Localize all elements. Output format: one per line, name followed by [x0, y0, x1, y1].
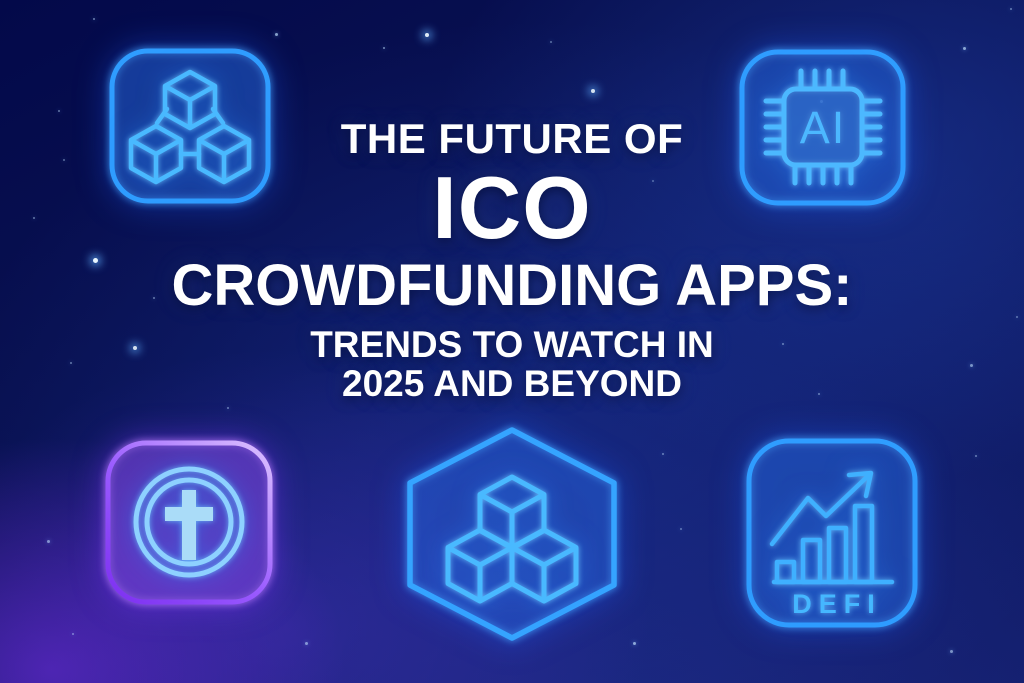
star	[70, 362, 72, 364]
star	[970, 364, 973, 367]
star	[305, 642, 308, 645]
blockchain-network-icon	[107, 46, 273, 206]
ai-chip-icon: AI	[737, 47, 908, 208]
coin-with-cross-glyph	[133, 466, 245, 578]
star	[782, 343, 784, 345]
trend-arrow	[769, 470, 874, 547]
star	[63, 159, 65, 161]
star	[58, 110, 60, 112]
chart-bar-3	[826, 525, 849, 585]
neon-rounded-square-frame	[739, 49, 906, 206]
microchip-glyph: AI	[763, 68, 883, 186]
chip-pins-right	[861, 98, 883, 156]
star	[975, 455, 977, 457]
chart-bar-4	[852, 503, 875, 585]
star	[33, 217, 35, 219]
title-line-2: ICO	[432, 158, 592, 257]
linked-cubes-glyph	[128, 69, 252, 185]
star	[133, 346, 137, 350]
defi-label: DEFI	[792, 589, 882, 619]
star	[72, 633, 74, 635]
star	[818, 393, 820, 395]
star	[680, 528, 682, 530]
chip-pins-bottom	[792, 164, 854, 186]
star	[662, 453, 664, 455]
star	[425, 33, 429, 37]
title-line-5: 2025 AND BEYOND	[342, 363, 682, 405]
star	[227, 407, 229, 409]
stacked-cubes-glyph	[445, 474, 579, 604]
star	[1016, 316, 1018, 318]
star	[93, 258, 98, 263]
chart-bar-1	[774, 559, 797, 585]
star	[550, 41, 552, 43]
star	[963, 47, 966, 50]
title-block: THE FUTURE OF ICO CROWDFUNDING APPS: TRE…	[0, 118, 1024, 404]
star	[93, 18, 95, 20]
coin-outer-ring	[133, 466, 245, 578]
chip-label: AI	[800, 102, 847, 153]
star	[633, 642, 636, 645]
token-coin-icon	[103, 438, 275, 607]
title-line-4: TRENDS TO WATCH IN	[310, 324, 714, 366]
star	[275, 33, 278, 36]
coin-inner-ring	[144, 477, 234, 567]
defi-chart-icon: DEFI	[744, 436, 920, 630]
rising-chart-glyph: DEFI	[769, 470, 895, 619]
chip-pins-top	[798, 68, 846, 90]
title-line-3: CROWDFUNDING APPS:	[171, 253, 853, 319]
star	[950, 650, 953, 653]
star	[383, 47, 385, 49]
chart-bar-2	[800, 537, 823, 585]
cube-bottom-right	[509, 527, 579, 604]
star	[1010, 8, 1012, 10]
cube-bottom-left	[128, 123, 184, 185]
cube-connectors	[154, 106, 226, 157]
blockchain-hexagon-icon	[405, 425, 619, 643]
cross-symbol	[165, 490, 213, 560]
star	[652, 180, 654, 182]
title-line-1: THE FUTURE OF	[340, 115, 684, 162]
chip-pins-left	[763, 98, 785, 156]
star	[591, 89, 595, 93]
star	[153, 297, 155, 299]
star	[820, 100, 823, 103]
star	[47, 540, 50, 543]
